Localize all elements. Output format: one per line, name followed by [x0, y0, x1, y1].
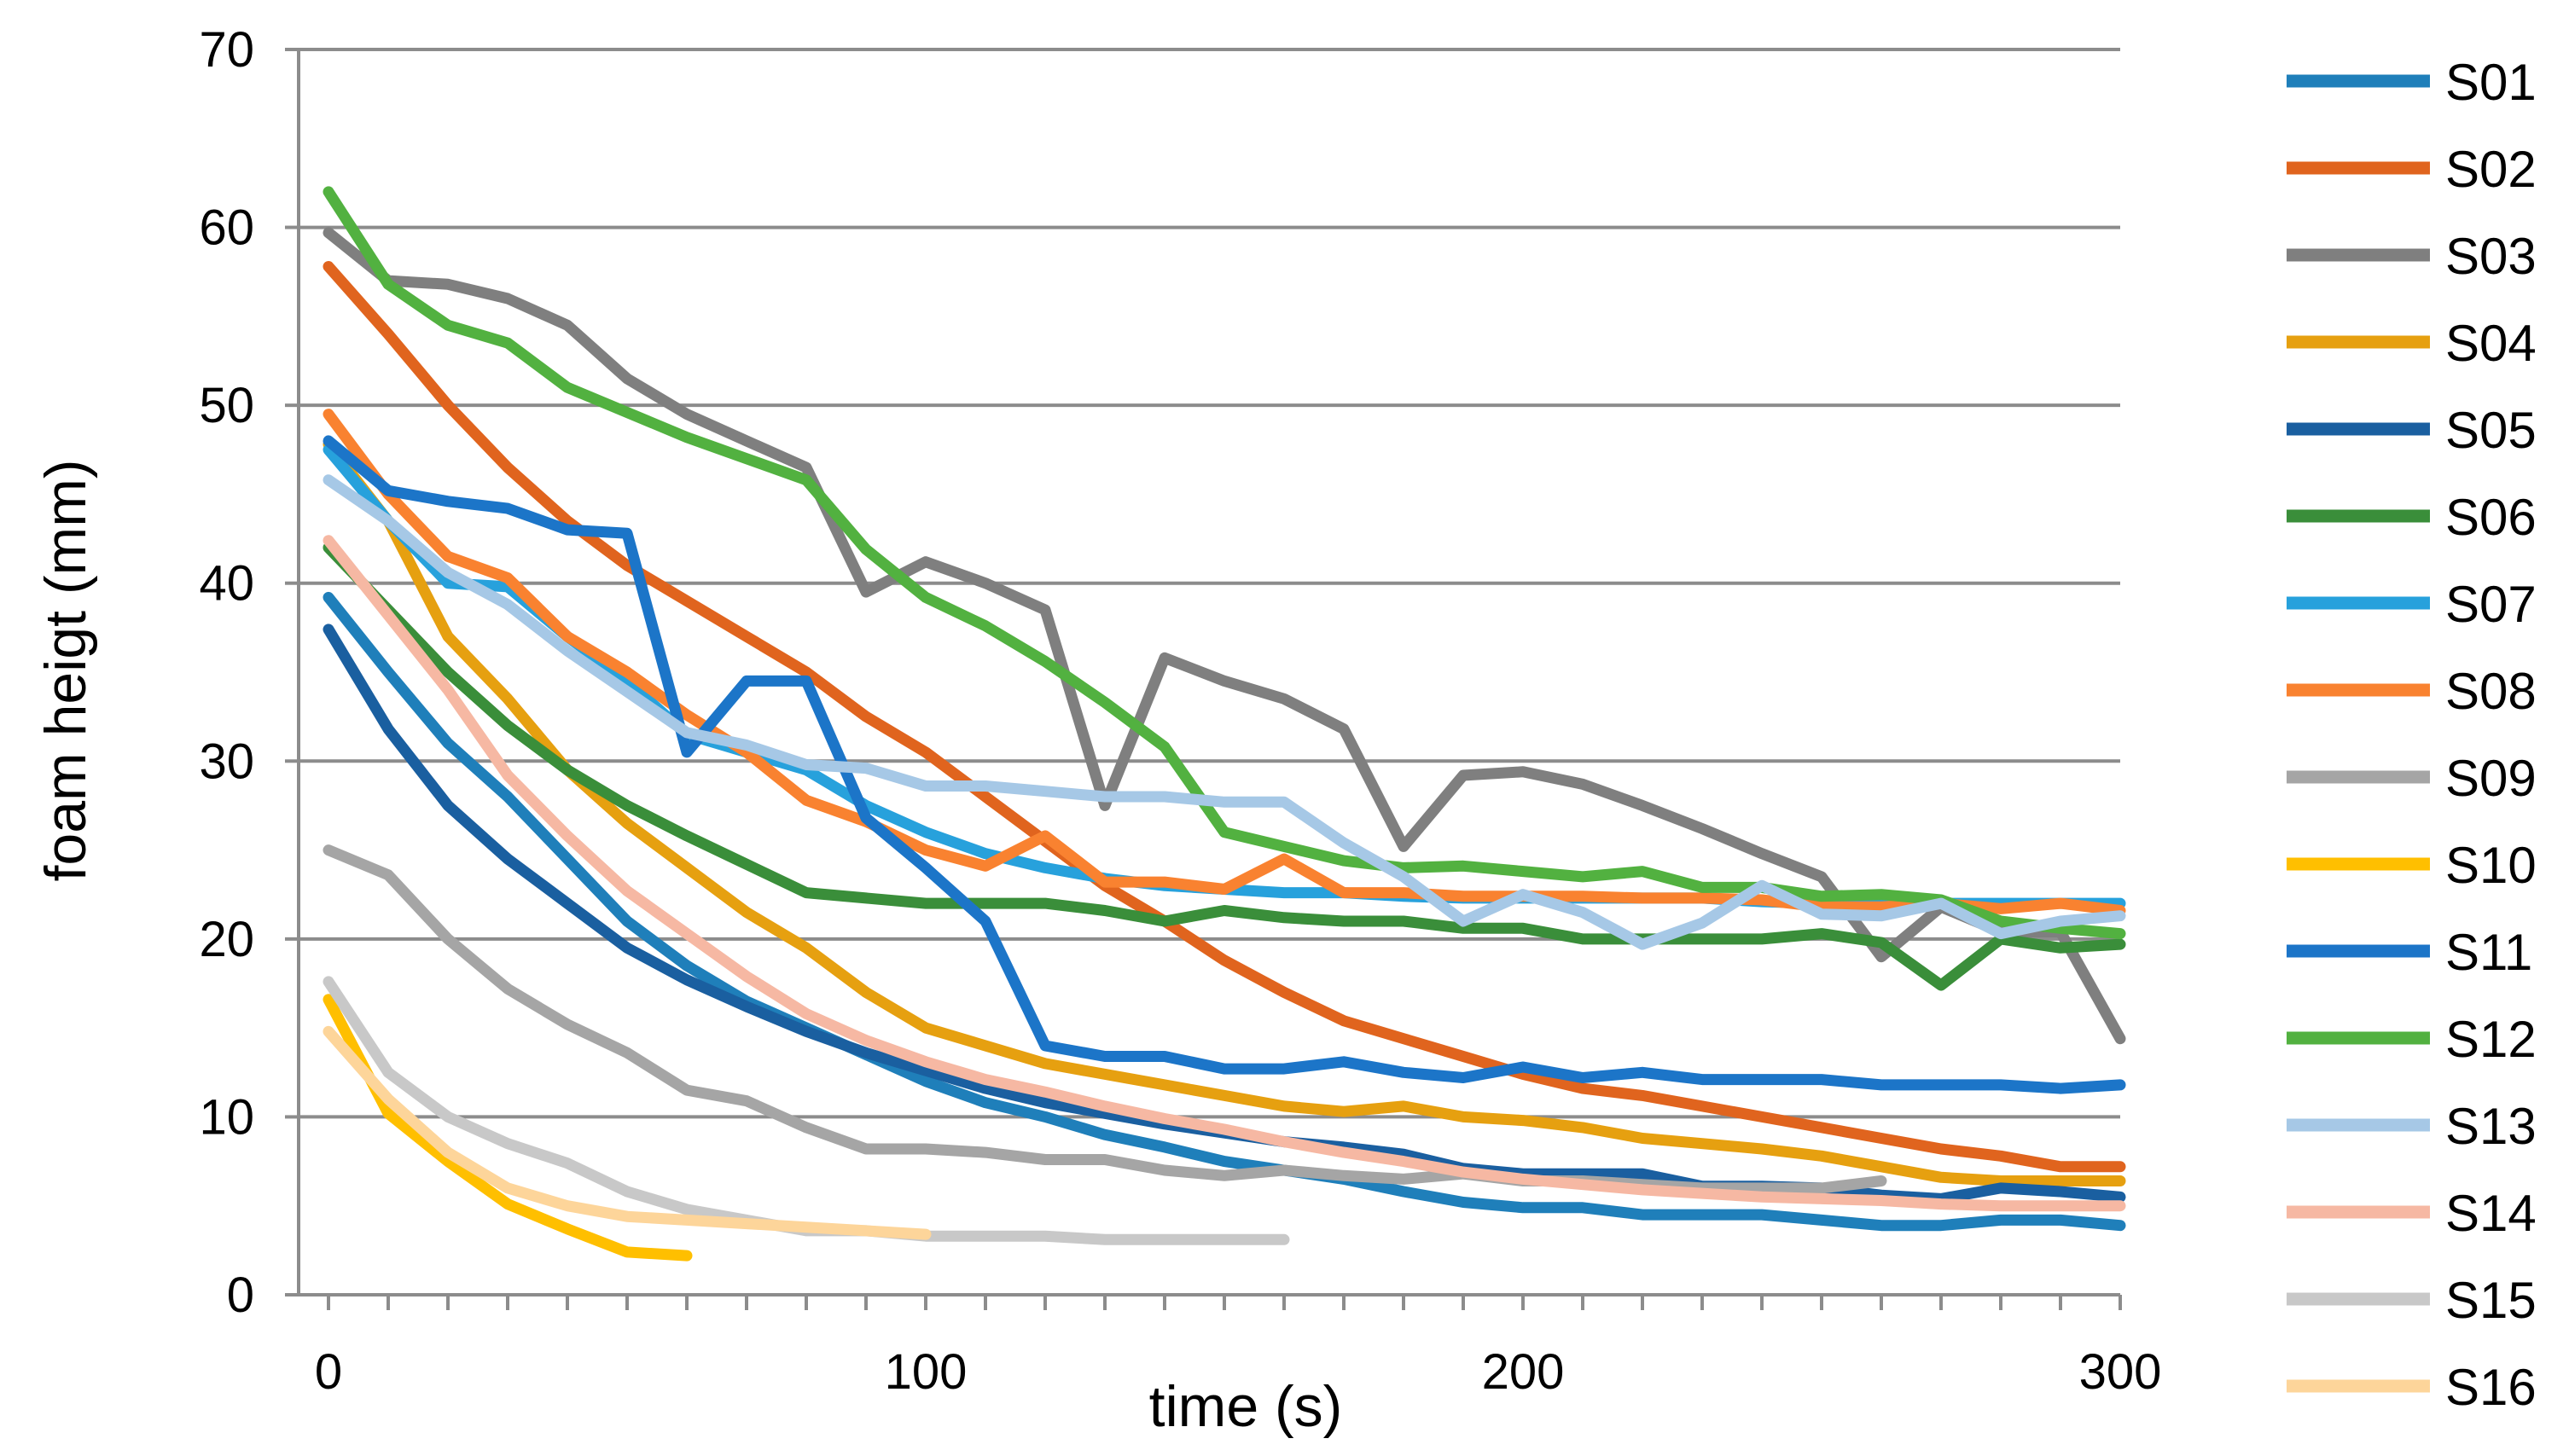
legend-label-s02: S02	[2445, 141, 2537, 198]
legend-label-s10: S10	[2445, 837, 2537, 894]
series-line-s02	[323, 261, 2126, 1173]
series-line-s01	[323, 591, 2126, 1232]
series-line-s08	[323, 409, 2126, 916]
legend-label-s09: S09	[2445, 750, 2537, 807]
legend-label-s01: S01	[2445, 54, 2537, 111]
legend-label-s16: S16	[2445, 1359, 2537, 1416]
series-line-s11	[323, 435, 2126, 1094]
series-lines	[323, 186, 2126, 1262]
series-line-s10	[323, 994, 693, 1262]
legend-label-s07: S07	[2445, 576, 2537, 633]
series-line-s16	[323, 1025, 932, 1240]
legend-label-s15: S15	[2445, 1272, 2537, 1329]
y-axis-title: foam heigt (mm)	[33, 460, 98, 882]
y-tick-label: 50	[199, 378, 254, 433]
legend-label-s12: S12	[2445, 1011, 2537, 1068]
legend-label-s03: S03	[2445, 228, 2537, 285]
x-axis-title: time (s)	[1149, 1374, 1343, 1439]
y-tick-label: 40	[199, 556, 254, 612]
y-tick-label: 20	[199, 912, 254, 967]
legend-label-s11: S11	[2445, 924, 2532, 981]
series-line-s14	[323, 535, 2126, 1212]
axes	[285, 48, 2122, 1310]
y-tick-label: 60	[199, 200, 254, 256]
series-line-s13	[323, 474, 2126, 950]
series-line-s12	[323, 186, 2126, 940]
x-tick-label: 300	[2079, 1344, 2162, 1400]
y-tick-label: 30	[199, 734, 254, 789]
legend: S01 S02 S03 S04 S05 S06 S07 S08 S09 S10 S11 S12 S13 S…	[2287, 54, 2537, 1416]
axis-labels: time (s) foam heigt (mm) 0 10 20 30 40 50 60 70…	[33, 22, 2161, 1439]
x-tick-label: 200	[1482, 1344, 1565, 1400]
legend-label-s06: S06	[2445, 489, 2537, 546]
x-tick-label: 100	[885, 1344, 968, 1400]
legend-label-s14: S14	[2445, 1185, 2537, 1242]
series-line-s03	[323, 227, 2126, 1045]
y-tick-label: 10	[199, 1089, 254, 1145]
legend-label-s05: S05	[2445, 402, 2537, 459]
y-tick-label: 0	[227, 1267, 254, 1323]
series-line-s06	[323, 542, 2126, 991]
legend-label-s08: S08	[2445, 663, 2537, 720]
series-line-s04	[323, 438, 2126, 1186]
legend-label-s04: S04	[2445, 315, 2537, 372]
x-tick-label: 0	[315, 1344, 342, 1400]
legend-label-s13: S13	[2445, 1098, 2537, 1155]
y-tick-label: 70	[199, 22, 254, 78]
